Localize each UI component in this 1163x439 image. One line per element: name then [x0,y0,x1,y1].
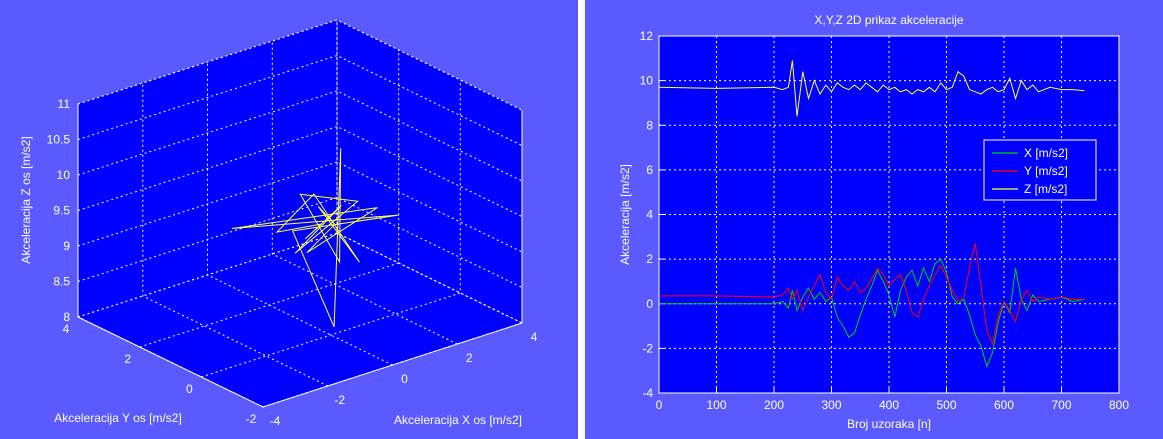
y-tick-label: 2 [646,252,653,266]
x-tick-label: 0 [656,398,663,412]
x-tick-label: 700 [1051,398,1071,412]
grid-line-z [77,54,523,146]
y-tick-label: 4 [646,208,653,222]
grid-line-z [77,90,523,182]
grid-line-y [201,80,461,378]
grid-line-x [142,83,329,387]
grid-line-y [77,20,338,318]
series-line-x [659,258,1085,368]
z-tick-label: 11 [58,97,71,111]
box-fill [78,20,522,407]
x-tick-label: 400 [879,398,899,412]
series-trace-3d [231,148,399,328]
grid-line-z [77,125,523,217]
legend-entry: Y [m/s2] [1024,164,1068,178]
figure-3d-panel: 8 8.5 9 9.5 10 10.5 11 -4 -2 0 2 4 -2 0 2 4 Akceleracija… [0,0,578,439]
chart-2d: 0 100 200 300 400 500 600 700 800 -4 -2 0 2 4 6 8 10 12 X,… [618,13,1129,431]
y-tick-label: 4 [63,322,70,336]
z-tick-label: 9 [63,239,70,253]
y-tick-label: -2 [246,412,257,426]
x-tick-label: 600 [994,398,1014,412]
series-line-y [659,243,1085,346]
x-tick-label: 300 [821,398,841,412]
y-axis-label: Akceleracija [m/s2] [618,164,632,265]
x-tick-label: 2 [466,351,473,365]
grid-line-z [77,196,523,288]
grid-line-y [139,50,400,348]
legend-entry: X [m/s2] [1024,146,1068,160]
z-tick-label: 8 [63,310,70,324]
z-tick-label: 8.5 [53,275,70,289]
x-tick-label: -4 [270,414,281,428]
y-tick-label: 0 [646,297,653,311]
plot-frame [658,35,1120,394]
y-tick-label: 12 [640,29,654,43]
x-axis-label: Broj uzoraka [n] [847,417,931,431]
z-tick-label: 10 [57,168,71,182]
x-tick-label: 500 [936,398,956,412]
series-line-z [658,60,1085,117]
grid-line-x [271,41,458,345]
box-edge-front [77,104,523,408]
z-tick-label: 10.5 [47,133,71,147]
legend-box [983,139,1097,201]
x-tick-label: 4 [531,330,538,344]
y-tick-label: 10 [640,74,654,88]
x-tick-label: -2 [334,393,345,407]
figure-2d-panel: 0 100 200 300 400 500 600 700 800 -4 -2 0 2 4 6 8 10 12 X,… [585,0,1163,439]
y-axis-label: Akceleracija Y os [m/s2] [54,411,182,425]
box-edge-top [77,19,523,111]
chart-title: X,Y,Z 2D prikaz akceleracije [814,13,964,27]
y-tick-label: -4 [642,386,653,400]
x-tick-label: 800 [1109,398,1129,412]
z-tick-label: 9.5 [53,204,70,218]
grid-line-z [77,161,523,253]
x-tick-label: 0 [401,372,408,386]
y-tick-label: 2 [124,352,131,366]
legend-entry: Z [m/s2] [1024,182,1067,196]
y-tick-label: -2 [642,341,653,355]
y-tick-label: 6 [646,163,653,177]
x-tick-label: 200 [764,398,784,412]
y-tick-label: 8 [646,118,653,132]
y-tick-label: 0 [186,382,193,396]
x-tick-label: 100 [706,398,726,412]
chart-3d: 8 8.5 9 9.5 10 10.5 11 -4 -2 0 2 4 -2 0 2 4 Akceleracija… [19,19,538,428]
z-axis-label: Akceleracija Z os [m/s2] [19,136,33,263]
x-axis-label: Akceleracija X os [m/s2] [394,413,522,427]
